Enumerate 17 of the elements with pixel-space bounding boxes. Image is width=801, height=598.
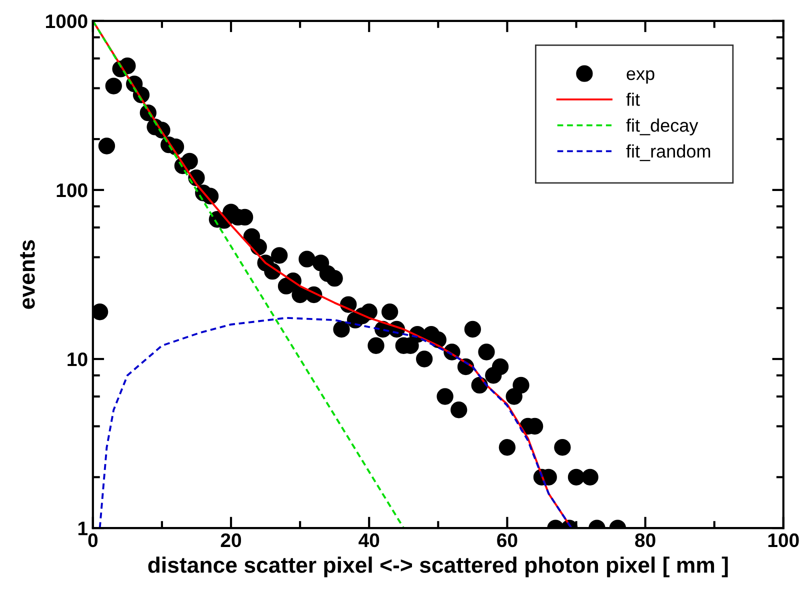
x-tick-label: 100 (768, 533, 799, 548)
y-tick-label: 10 (68, 352, 88, 366)
x-tick-label: 80 (635, 533, 656, 548)
y-tick-label: 1000 (46, 14, 88, 28)
y-tick-label: 1 (78, 522, 88, 536)
line-series (98, 316, 572, 528)
x-tick-label: 40 (358, 533, 380, 548)
legend-label: fit (626, 92, 640, 106)
x-tick-label: 60 (497, 533, 518, 548)
legend-label: fit_random (626, 144, 710, 162)
x-tick-label: 20 (220, 533, 242, 548)
y-tick-label: 100 (56, 183, 88, 198)
x-tick-label: 0 (88, 533, 98, 548)
y-axis-title: events (20, 240, 35, 309)
legend-label: fit_decay (626, 118, 698, 136)
x-axis-title: distance scatter pixel <-> scattered photon pixel [ mm ] (148, 556, 728, 578)
legend-label: exp (626, 70, 654, 84)
